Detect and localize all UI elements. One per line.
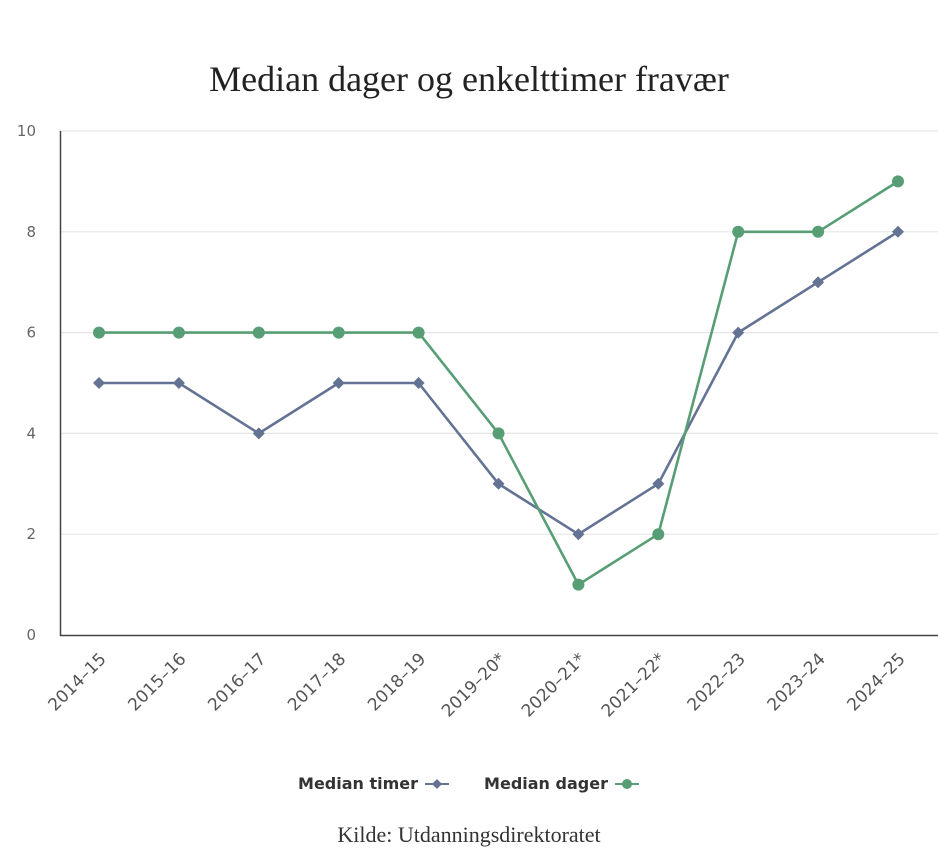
data-point[interactable] xyxy=(172,326,185,339)
x-tick-label: 2021–22* xyxy=(598,649,670,721)
x-tick-label: 2024–25 xyxy=(843,649,909,715)
data-point[interactable] xyxy=(892,175,904,188)
data-point[interactable] xyxy=(412,377,425,389)
x-axis-ticks: 2014–15 2015–16 2016–17 2017–18 2018–19 2019–… xyxy=(44,649,909,721)
data-point[interactable] xyxy=(732,225,745,238)
data-point[interactable] xyxy=(93,377,105,389)
x-tick-label: 2018–19 xyxy=(364,649,430,715)
data-point[interactable] xyxy=(332,377,345,389)
series-median-dager xyxy=(93,175,904,591)
x-tick-label: 2016–17 xyxy=(204,649,270,715)
x-tick-label: 2017–18 xyxy=(284,649,350,715)
x-tick-label: 2014–15 xyxy=(44,649,110,715)
data-point[interactable] xyxy=(412,326,425,339)
diamond-marker-icon xyxy=(425,778,450,789)
x-tick-label: 2019–20* xyxy=(438,649,510,721)
x-tick-label: 2020–21* xyxy=(518,649,590,721)
data-point[interactable] xyxy=(572,528,585,541)
data-point[interactable] xyxy=(492,427,505,440)
data-point[interactable] xyxy=(332,326,345,339)
y-axis-ticks: 0 2 4 6 8 10 xyxy=(17,122,36,644)
data-point[interactable] xyxy=(172,377,185,389)
circle-marker-icon xyxy=(614,778,639,789)
data-point[interactable] xyxy=(252,427,265,440)
data-point[interactable] xyxy=(93,326,105,339)
line-chart: 0 2 4 6 8 10 2014–15 2015–16 2016–17 2017–18 2018… xyxy=(17,122,938,721)
series-median-timer xyxy=(93,225,904,541)
data-point[interactable] xyxy=(652,528,665,541)
data-point[interactable] xyxy=(812,225,825,238)
y-tick-label: 10 xyxy=(17,122,36,140)
x-tick-label: 2022–23 xyxy=(684,649,750,715)
data-point[interactable] xyxy=(652,477,665,490)
x-tick-label: 2015–16 xyxy=(124,649,190,715)
data-point[interactable] xyxy=(572,578,585,591)
source-caption: Kilde: Utdanningsdirektoratet xyxy=(337,822,601,847)
legend: Median timer Median dager xyxy=(0,774,938,793)
data-point[interactable] xyxy=(252,326,265,339)
legend-label: Median timer xyxy=(298,774,419,793)
x-tick-label: 2023–24 xyxy=(764,649,830,715)
legend-label: Median dager xyxy=(484,774,608,793)
y-tick-label: 8 xyxy=(26,223,36,241)
legend-item-median-dager[interactable]: Median dager xyxy=(484,774,640,793)
legend-item-median-timer[interactable]: Median timer xyxy=(298,774,450,793)
chart-title: Median dager og enkelttimer fravær xyxy=(209,59,729,99)
data-point[interactable] xyxy=(732,326,745,339)
y-tick-label: 6 xyxy=(26,324,36,342)
y-tick-label: 2 xyxy=(26,525,36,543)
series-group xyxy=(93,175,904,591)
y-tick-label: 0 xyxy=(26,626,36,644)
data-point[interactable] xyxy=(892,225,904,238)
y-tick-label: 4 xyxy=(26,424,36,442)
data-point[interactable] xyxy=(812,276,825,289)
data-point[interactable] xyxy=(492,477,505,490)
